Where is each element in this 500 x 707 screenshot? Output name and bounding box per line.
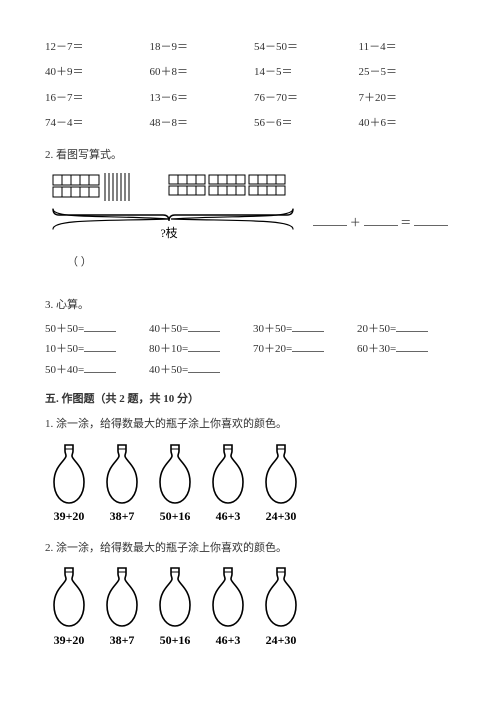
bottle-label: 46+3 xyxy=(208,632,248,649)
arith-cell: 12－7＝ xyxy=(45,40,142,55)
mental-cell xyxy=(357,363,455,378)
arith-cell: 56－6＝ xyxy=(254,116,351,131)
mental-cell: 10＋50= xyxy=(45,342,143,357)
arith-cell: 40＋9＝ xyxy=(45,65,142,80)
bottle: 38+7 xyxy=(102,443,142,525)
arith-cell: 16－7＝ xyxy=(45,91,142,106)
bottle-label: 50+16 xyxy=(155,632,195,649)
bottle: 46+3 xyxy=(208,566,248,648)
arith-cell: 25－5＝ xyxy=(359,65,456,80)
bottle-row-1: 39+20 38+7 50+16 46+3 24+30 xyxy=(49,443,455,525)
mental-cell xyxy=(253,363,351,378)
bottle-label: 50+16 xyxy=(155,508,195,525)
bottle-row-2: 39+20 38+7 50+16 46+3 24+30 xyxy=(49,566,455,648)
arith-cell: 54－50＝ xyxy=(254,40,351,55)
q2-figure-row: ?枝 ＋ ＝ xyxy=(45,171,455,249)
q2-paren: （ ） xyxy=(67,255,455,270)
mental-cell: 30＋50= xyxy=(253,322,351,337)
arith-cell: 74－4＝ xyxy=(45,116,142,131)
bottle: 46+3 xyxy=(208,443,248,525)
bottle-icon xyxy=(208,566,248,628)
bottle-label: 39+20 xyxy=(49,632,89,649)
q2-equation: ＋ ＝ xyxy=(313,216,448,249)
mental-cell: 50＋50= xyxy=(45,322,143,337)
s5-q2: 2. 涂一涂，给得数最大的瓶子涂上你喜欢的颜色。 xyxy=(45,541,455,556)
bottle-icon xyxy=(49,566,89,628)
bottle: 24+30 xyxy=(261,443,301,525)
bottle: 39+20 xyxy=(49,566,89,648)
sticks-diagram: ?枝 xyxy=(45,171,305,249)
arith-cell: 76－70＝ xyxy=(254,91,351,106)
arith-cell: 18－9＝ xyxy=(150,40,247,55)
bottle-icon xyxy=(102,566,142,628)
bottle-icon xyxy=(102,443,142,505)
mental-grid: 50＋50= 40＋50= 30＋50= 20＋50= 10＋50= 80＋10= 70＋2… xyxy=(45,322,455,378)
arith-cell: 11－4＝ xyxy=(359,40,456,55)
mental-cell: 40＋50= xyxy=(149,363,247,378)
arith-cell: 7＋20＝ xyxy=(359,91,456,106)
q3-title: 3. 心算。 xyxy=(45,298,455,313)
bottle-label: 39+20 xyxy=(49,508,89,525)
bottle-icon xyxy=(208,443,248,505)
q2-title: 2. 看图写算式。 xyxy=(45,148,455,163)
mental-cell: 40＋50= xyxy=(149,322,247,337)
arith-cell: 40＋6＝ xyxy=(359,116,456,131)
arith-cell: 13－6＝ xyxy=(150,91,247,106)
mental-cell: 70＋20= xyxy=(253,342,351,357)
bottle-label: 24+30 xyxy=(261,508,301,525)
bottle: 38+7 xyxy=(102,566,142,648)
arith-cell: 48－8＝ xyxy=(150,116,247,131)
bottle-icon xyxy=(49,443,89,505)
mental-cell: 50＋40= xyxy=(45,363,143,378)
s5-q1: 1. 涂一涂，给得数最大的瓶子涂上你喜欢的颜色。 xyxy=(45,417,455,432)
bottle-label: 46+3 xyxy=(208,508,248,525)
bottle-icon xyxy=(155,566,195,628)
bottle: 50+16 xyxy=(155,566,195,648)
q2-caption: ?枝 xyxy=(160,225,177,240)
bottle: 24+30 xyxy=(261,566,301,648)
arithmetic-grid: 12－7＝ 18－9＝ 54－50＝ 11－4＝ 40＋9＝ 60＋8＝ 14－5＝ 25－5… xyxy=(45,40,455,132)
bottle: 39+20 xyxy=(49,443,89,525)
bottle-label: 38+7 xyxy=(102,508,142,525)
bottle-icon xyxy=(261,443,301,505)
bottle-icon xyxy=(261,566,301,628)
bottle: 50+16 xyxy=(155,443,195,525)
bottle-label: 24+30 xyxy=(261,632,301,649)
bottle-icon xyxy=(155,443,195,505)
mental-cell: 60＋30= xyxy=(357,342,455,357)
mental-cell: 80＋10= xyxy=(149,342,247,357)
arith-cell: 60＋8＝ xyxy=(150,65,247,80)
section5-heading: 五. 作图题（共 2 题，共 10 分） xyxy=(45,392,455,407)
arith-cell: 14－5＝ xyxy=(254,65,351,80)
bottle-label: 38+7 xyxy=(102,632,142,649)
mental-cell: 20＋50= xyxy=(357,322,455,337)
